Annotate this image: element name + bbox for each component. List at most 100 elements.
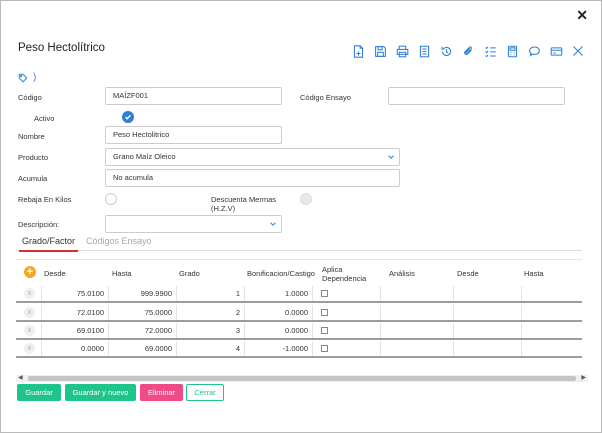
col-header-desde: Desde bbox=[44, 269, 66, 278]
close-icon[interactable] bbox=[567, 42, 589, 60]
cell-grado[interactable]: 1 bbox=[176, 286, 244, 301]
cell-desde[interactable]: 75.0100 bbox=[41, 286, 108, 301]
chevron-down-icon bbox=[388, 155, 394, 159]
history-icon[interactable] bbox=[435, 42, 457, 60]
cell-grado[interactable]: 4 bbox=[176, 341, 244, 356]
remove-row-icon[interactable]: x bbox=[24, 343, 35, 354]
col-header-hasta: Hasta bbox=[112, 269, 132, 278]
cell-empty[interactable] bbox=[453, 286, 521, 301]
horizontal-scrollbar[interactable]: ◀ ▶ bbox=[16, 375, 588, 382]
cell-empty[interactable] bbox=[453, 305, 521, 320]
cell-empty[interactable] bbox=[312, 305, 380, 320]
cell-empty[interactable] bbox=[521, 341, 582, 356]
dialog-close-icon[interactable]: ✕ bbox=[576, 7, 588, 23]
remove-row-icon[interactable]: x bbox=[24, 325, 35, 336]
cell-hasta[interactable]: 69.0000 bbox=[108, 341, 176, 356]
codigo-label: Código bbox=[18, 93, 42, 102]
nombre-label: Nombre bbox=[18, 132, 45, 141]
activo-checkbox[interactable] bbox=[122, 111, 134, 123]
cell-bonificacion[interactable]: 0.0000 bbox=[244, 305, 312, 320]
cell-grado[interactable]: 3 bbox=[176, 323, 244, 338]
cell-bonificacion[interactable]: -1.0000 bbox=[244, 341, 312, 356]
cell-empty[interactable] bbox=[380, 323, 453, 338]
codigo-field[interactable]: MAÍZF001 bbox=[105, 87, 282, 105]
calculator-icon[interactable] bbox=[501, 42, 523, 60]
aplica-dependencia-checkbox[interactable] bbox=[321, 309, 328, 316]
notes-icon[interactable] bbox=[413, 42, 435, 60]
cell-empty[interactable] bbox=[521, 305, 582, 320]
producto-label: Producto bbox=[18, 153, 49, 162]
tag-toggle[interactable]: ) bbox=[18, 72, 36, 83]
cell-empty[interactable] bbox=[521, 323, 582, 338]
cerrar-button[interactable]: Cerrar bbox=[186, 384, 224, 401]
eliminar-button[interactable]: Eliminar bbox=[140, 384, 183, 401]
new-document-icon[interactable] bbox=[347, 42, 369, 60]
cell-empty[interactable] bbox=[380, 341, 453, 356]
cell-grado[interactable]: 2 bbox=[176, 305, 244, 320]
table-row: x 69.0100 72.0000 3 0.0000 bbox=[16, 323, 582, 340]
remove-row-icon[interactable]: x bbox=[24, 307, 35, 318]
col-header-grado: Grado bbox=[179, 269, 200, 278]
acumula-label: Acumula bbox=[18, 174, 48, 183]
acumula-field[interactable]: No acumula bbox=[105, 169, 400, 187]
cell-empty[interactable] bbox=[380, 286, 453, 301]
attach-icon[interactable] bbox=[457, 42, 479, 60]
rebaja-kilos-toggle[interactable] bbox=[105, 193, 117, 205]
cell-empty[interactable] bbox=[453, 323, 521, 338]
grado-factor-grid: + Desde Hasta Grado Bonificacion/Castigo… bbox=[16, 259, 582, 373]
activo-label: Activo bbox=[34, 114, 55, 123]
codigo-ensayo-label: Código Ensayo bbox=[300, 93, 351, 102]
descripcion-label: Descripción: bbox=[18, 220, 60, 229]
tag-chevron: ) bbox=[33, 72, 37, 83]
descripcion-select[interactable] bbox=[105, 215, 282, 233]
guardar-button[interactable]: Guardar bbox=[17, 384, 61, 401]
cell-empty[interactable] bbox=[521, 286, 582, 301]
scroll-left-icon[interactable]: ◀ bbox=[18, 375, 23, 381]
remove-row-icon[interactable]: x bbox=[24, 288, 35, 299]
guardar-y-nuevo-button[interactable]: Guardar y nuevo bbox=[65, 384, 136, 401]
cell-desde[interactable]: 72.0100 bbox=[41, 305, 108, 320]
producto-value: Grano Maíz Oleico bbox=[113, 152, 176, 161]
aplica-dependencia-checkbox[interactable] bbox=[321, 327, 328, 334]
chevron-down-icon bbox=[270, 222, 276, 226]
card-icon[interactable] bbox=[545, 42, 567, 60]
col-header-hasta-2: Hasta bbox=[524, 269, 544, 278]
cell-empty[interactable] bbox=[312, 341, 380, 356]
tab-bar: Grado/Factor Códigos Ensayo bbox=[16, 234, 582, 252]
tab-codigos-ensayo[interactable]: Códigos Ensayo bbox=[86, 236, 152, 246]
aplica-dependencia-checkbox[interactable] bbox=[321, 290, 328, 297]
add-row-icon[interactable]: + bbox=[24, 266, 36, 278]
tag-icon bbox=[18, 73, 28, 82]
aplica-dependencia-checkbox[interactable] bbox=[321, 345, 328, 352]
page-title: Peso Hectolítrico bbox=[18, 42, 105, 54]
col-header-bonificacion: Bonificacion/Castigo bbox=[247, 269, 315, 278]
cell-hasta[interactable]: 75.0000 bbox=[108, 305, 176, 320]
cell-empty[interactable] bbox=[312, 323, 380, 338]
comment-icon[interactable] bbox=[523, 42, 545, 60]
table-row: x 72.0100 75.0000 2 0.0000 bbox=[16, 305, 582, 322]
descuenta-mermas-label: Descuenta Mermas bbox=[211, 195, 277, 204]
cell-bonificacion[interactable]: 0.0000 bbox=[244, 323, 312, 338]
cell-hasta[interactable]: 72.0000 bbox=[108, 323, 176, 338]
cell-desde[interactable]: 0.0000 bbox=[41, 341, 108, 356]
nombre-field[interactable]: Peso Hectolitrico bbox=[105, 126, 282, 144]
cell-hasta[interactable]: 999.9900 bbox=[108, 286, 176, 301]
codigo-ensayo-field[interactable] bbox=[388, 87, 565, 105]
scroll-right-icon[interactable]: ▶ bbox=[581, 375, 586, 381]
cell-empty[interactable] bbox=[312, 286, 380, 301]
cell-empty[interactable] bbox=[380, 305, 453, 320]
checklist-icon[interactable] bbox=[479, 42, 501, 60]
table-row: x 0.0000 69.0000 4 -1.0000 bbox=[16, 341, 582, 358]
descuenta-mermas-toggle[interactable] bbox=[300, 193, 312, 205]
scroll-thumb[interactable] bbox=[28, 376, 576, 381]
print-icon[interactable] bbox=[391, 42, 413, 60]
save-icon[interactable] bbox=[369, 42, 391, 60]
cell-desde[interactable]: 69.0100 bbox=[41, 323, 108, 338]
rebaja-kilos-label: Rebaja En Kilos bbox=[18, 195, 72, 204]
col-header-analisis: Análisis bbox=[389, 269, 415, 278]
cell-empty[interactable] bbox=[453, 341, 521, 356]
table-row: x 75.0100 999.9900 1 1.0000 bbox=[16, 286, 582, 303]
tab-grado-factor[interactable]: Grado/Factor bbox=[19, 236, 79, 252]
producto-select[interactable]: Grano Maíz Oleico bbox=[105, 148, 400, 166]
cell-bonificacion[interactable]: 1.0000 bbox=[244, 286, 312, 301]
